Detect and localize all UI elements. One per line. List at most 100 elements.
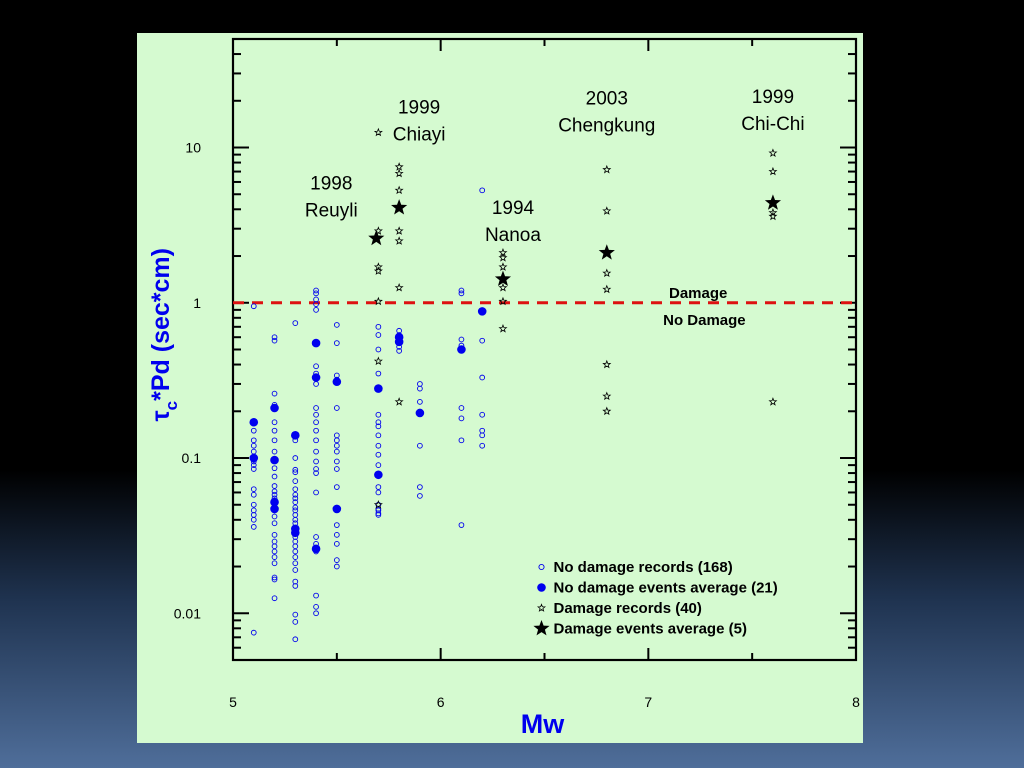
point-no-damage-record	[375, 432, 382, 439]
point-no-damage-record	[313, 592, 319, 599]
point-no-damage-record	[250, 524, 257, 530]
y-tick-label: 10	[185, 140, 201, 156]
legend-entry: No damage events average (21)	[554, 580, 778, 597]
point-no-damage-average	[394, 337, 404, 347]
point-no-damage-record	[292, 636, 299, 643]
x-tick-label: 6	[437, 694, 445, 710]
annotation-year: 1998	[310, 173, 352, 194]
point-damage-record	[498, 324, 508, 333]
point-no-damage-record	[271, 465, 278, 472]
point-no-damage-record	[375, 411, 382, 418]
point-no-damage-record	[375, 484, 382, 490]
point-no-damage-record	[375, 370, 382, 377]
point-no-damage-record	[417, 381, 423, 387]
point-no-damage-record	[271, 538, 278, 545]
point-no-damage-average	[374, 470, 383, 480]
point-damage-average	[368, 229, 385, 246]
point-no-damage-record	[250, 501, 257, 508]
point-damage-record	[373, 127, 383, 137]
point-no-damage-record	[313, 427, 319, 434]
point-no-damage-record	[333, 522, 340, 528]
point-no-damage-record	[271, 390, 278, 397]
point-no-damage-record	[292, 499, 299, 505]
point-damage-record	[602, 164, 612, 174]
point-damage-record	[602, 284, 612, 294]
point-no-damage-record	[417, 442, 423, 449]
legend-marker	[533, 620, 550, 636]
point-no-damage-record	[333, 458, 340, 465]
point-no-damage-record	[313, 296, 319, 303]
point-damage-record	[602, 268, 612, 278]
point-no-damage-record	[292, 495, 299, 502]
point-no-damage-record	[375, 323, 382, 330]
point-no-damage-record	[479, 432, 486, 439]
x-tick-label: 7	[644, 694, 652, 710]
point-no-damage-record	[250, 512, 257, 518]
point-no-damage-record	[271, 483, 278, 489]
point-no-damage-average	[457, 345, 466, 354]
event-annotations: 1998 Reuyli 1999 Chiayi 1994 Nanoa 2003 Chengku…	[305, 87, 805, 246]
point-damage-record	[602, 206, 612, 215]
point-no-damage-record	[292, 543, 299, 550]
annotation-event-name: Chi-Chi	[741, 114, 804, 135]
point-no-damage-record	[313, 603, 319, 610]
point-no-damage-average	[270, 497, 279, 507]
point-no-damage-record	[292, 548, 299, 555]
point-damage-record	[373, 266, 383, 275]
point-no-damage-record	[250, 491, 257, 498]
legend-marker	[536, 603, 547, 612]
point-no-damage-record	[417, 484, 423, 490]
point-no-damage-record	[313, 363, 319, 370]
point-no-damage-average	[270, 455, 279, 465]
point-no-damage-record	[375, 332, 382, 338]
legend-marker	[538, 563, 545, 571]
point-no-damage-average	[291, 431, 300, 440]
point-no-damage-record	[375, 419, 382, 426]
annotation-year: 2003	[586, 89, 628, 110]
point-no-damage-record	[271, 491, 278, 498]
point-no-damage-record	[313, 458, 319, 465]
point-damage-record	[394, 226, 404, 235]
x-tick-label: 8	[852, 694, 860, 710]
point-no-damage-average	[270, 403, 279, 413]
point-no-damage-record	[333, 340, 340, 346]
point-no-damage-record	[292, 504, 299, 511]
legend-entry: Damage events average (5)	[554, 621, 747, 638]
point-no-damage-record	[292, 554, 299, 560]
point-no-damage-record	[271, 531, 278, 538]
point-damage-record	[498, 253, 508, 262]
point-no-damage-record	[479, 374, 486, 381]
point-no-damage-record	[271, 437, 278, 444]
point-damage-average	[391, 199, 408, 215]
point-no-damage-record	[313, 405, 319, 411]
point-no-damage-record	[292, 560, 299, 567]
point-no-damage-record	[313, 489, 319, 496]
damage-label: Damage	[669, 285, 727, 302]
point-no-damage-record	[271, 595, 278, 602]
y-tick-label: 0.1	[182, 450, 202, 466]
point-damage-record	[602, 359, 612, 369]
point-no-damage-record	[375, 423, 382, 430]
point-no-damage-record	[333, 432, 340, 439]
point-damage-record	[394, 236, 404, 245]
point-no-damage-record	[271, 520, 278, 527]
point-no-damage-record	[271, 473, 278, 480]
point-no-damage-average	[311, 544, 321, 554]
point-no-damage-record	[313, 411, 319, 418]
y-tick-label: 1	[193, 295, 201, 311]
point-no-damage-record	[292, 486, 299, 493]
point-no-damage-record	[292, 516, 299, 523]
point-no-damage-record	[375, 462, 382, 468]
point-no-damage-record	[271, 488, 278, 495]
point-no-damage-record	[333, 466, 340, 472]
point-no-damage-record	[458, 415, 465, 422]
annotation-event-name: Reuyli	[305, 200, 358, 221]
point-no-damage-record	[292, 478, 299, 484]
y-tick-label: 0.01	[174, 605, 201, 621]
point-no-damage-record	[292, 466, 299, 473]
point-damage-record	[498, 296, 508, 306]
point-no-damage-record	[313, 301, 319, 307]
x-tick-label: 5	[229, 694, 237, 710]
annotation-event-name: Chengkung	[558, 116, 655, 137]
point-no-damage-record	[271, 427, 278, 434]
